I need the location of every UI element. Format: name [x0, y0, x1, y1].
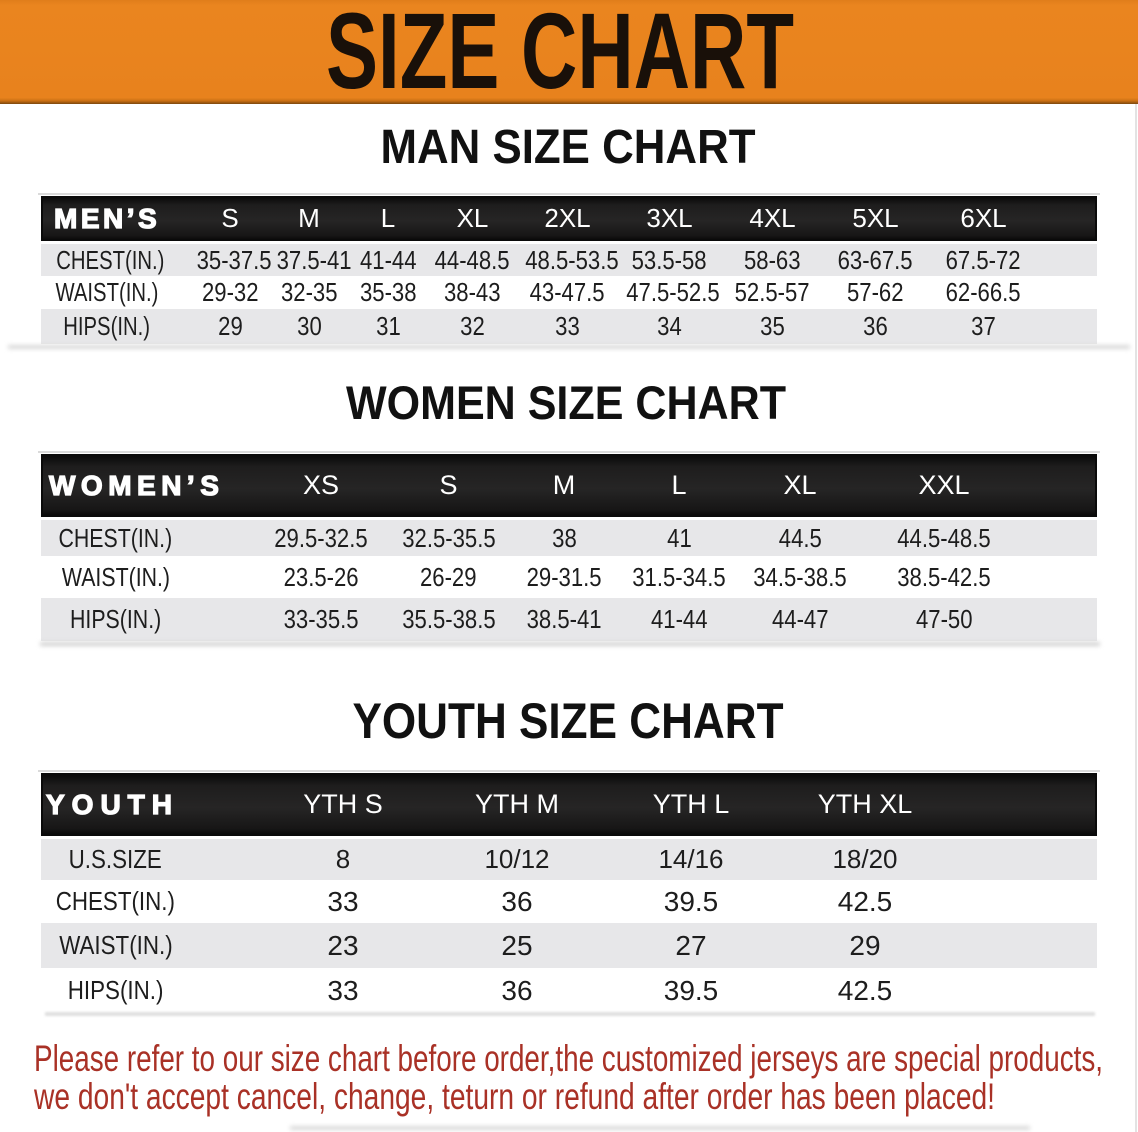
svg-text:Please refer to our size chart: Please refer to our size chart before or…	[34, 1038, 1103, 1079]
svg-text:MAN SIZE CHART: MAN SIZE CHART	[381, 121, 756, 174]
svg-text:WOMEN SIZE CHART: WOMEN SIZE CHART	[346, 376, 786, 429]
svg-text:we don't accept cancel, change: we don't accept cancel, change, teturn o…	[33, 1076, 995, 1117]
svg-text:SIZE CHART: SIZE CHART	[326, 0, 794, 111]
svg-text:YOUTH SIZE CHART: YOUTH SIZE CHART	[353, 693, 784, 749]
